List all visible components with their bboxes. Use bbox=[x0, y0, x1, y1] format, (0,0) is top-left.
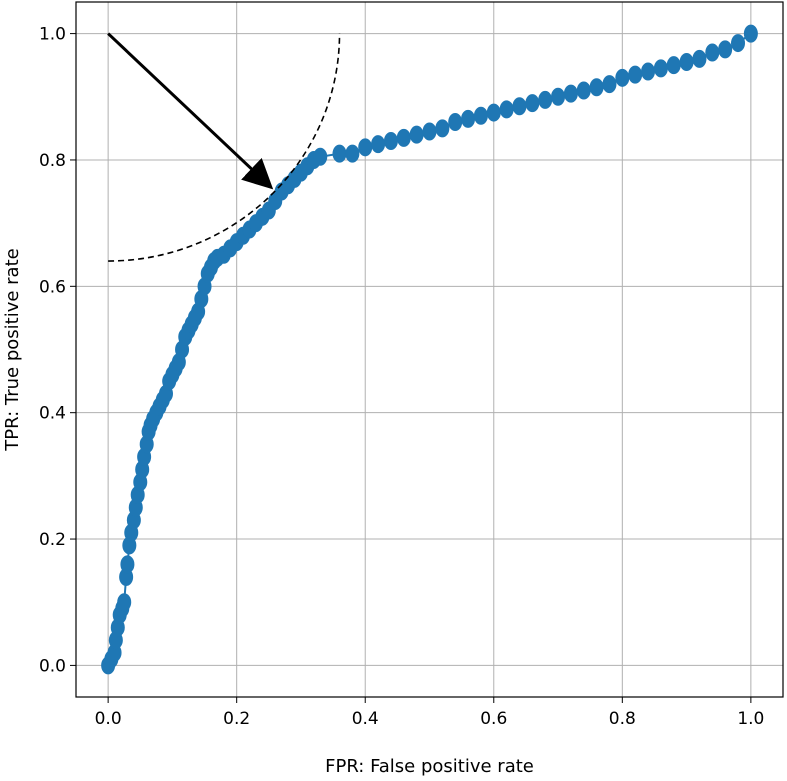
roc-point bbox=[345, 144, 360, 163]
roc-point bbox=[499, 100, 514, 119]
roc-point bbox=[512, 97, 527, 116]
roc-point bbox=[448, 113, 463, 132]
roc-point bbox=[473, 106, 488, 125]
roc-point bbox=[396, 128, 411, 147]
roc-point bbox=[653, 59, 668, 78]
y-tick-label: 0.0 bbox=[39, 656, 66, 676]
y-tick-label: 1.0 bbox=[39, 25, 66, 45]
grid bbox=[76, 2, 783, 697]
y-tick-label: 0.8 bbox=[39, 151, 66, 171]
annotation-dashed-arc bbox=[108, 33, 341, 262]
roc-point bbox=[117, 593, 132, 612]
roc-point bbox=[563, 84, 578, 103]
x-tick-label: 0.6 bbox=[480, 709, 507, 729]
x-tick-label: 1.0 bbox=[737, 709, 764, 729]
roc-point bbox=[371, 135, 386, 154]
roc-point bbox=[313, 147, 328, 166]
roc-point bbox=[692, 49, 707, 68]
annotations bbox=[107, 32, 341, 262]
x-tick-label: 0.4 bbox=[352, 709, 379, 729]
roc-point bbox=[358, 138, 373, 157]
roc-point bbox=[731, 34, 746, 53]
roc-point bbox=[666, 56, 681, 75]
y-tick-label: 0.2 bbox=[39, 530, 66, 550]
roc-point bbox=[422, 122, 437, 141]
roc-point bbox=[332, 144, 347, 163]
annotation-arrow bbox=[107, 32, 274, 190]
roc-point bbox=[576, 81, 591, 100]
roc-point bbox=[120, 555, 135, 574]
series bbox=[101, 24, 758, 675]
x-tick-label: 0.8 bbox=[609, 709, 636, 729]
roc-point bbox=[718, 40, 733, 59]
roc-point bbox=[705, 43, 720, 62]
roc-point bbox=[628, 65, 643, 84]
roc-point bbox=[538, 90, 553, 109]
y-tick-label: 0.6 bbox=[39, 277, 66, 297]
x-axis-label: FPR: False positive rate bbox=[325, 756, 534, 777]
ticks: 0.0 0.2 0.4 0.6 0.8 1.0 0.0 0.2 0.4 0.6 0.8 1.0 bbox=[39, 25, 764, 729]
y-axis-label: TPR: True positive rate bbox=[2, 248, 23, 451]
roc-point bbox=[383, 132, 398, 150]
roc-point bbox=[679, 53, 694, 72]
roc-point bbox=[435, 119, 450, 138]
roc-point bbox=[486, 103, 501, 122]
x-tick-label: 0.2 bbox=[223, 709, 250, 729]
roc-point bbox=[409, 125, 424, 144]
roc-point bbox=[641, 62, 656, 81]
roc-point bbox=[551, 87, 566, 106]
roc-point bbox=[602, 75, 617, 94]
roc-point bbox=[589, 78, 604, 97]
roc-point bbox=[525, 94, 540, 113]
roc-point bbox=[461, 109, 476, 128]
x-tick-label: 0.0 bbox=[95, 709, 122, 729]
roc-point bbox=[615, 68, 630, 87]
y-tick-label: 0.4 bbox=[39, 404, 66, 424]
roc-point bbox=[743, 24, 758, 43]
plot-frame bbox=[75, 1, 784, 698]
